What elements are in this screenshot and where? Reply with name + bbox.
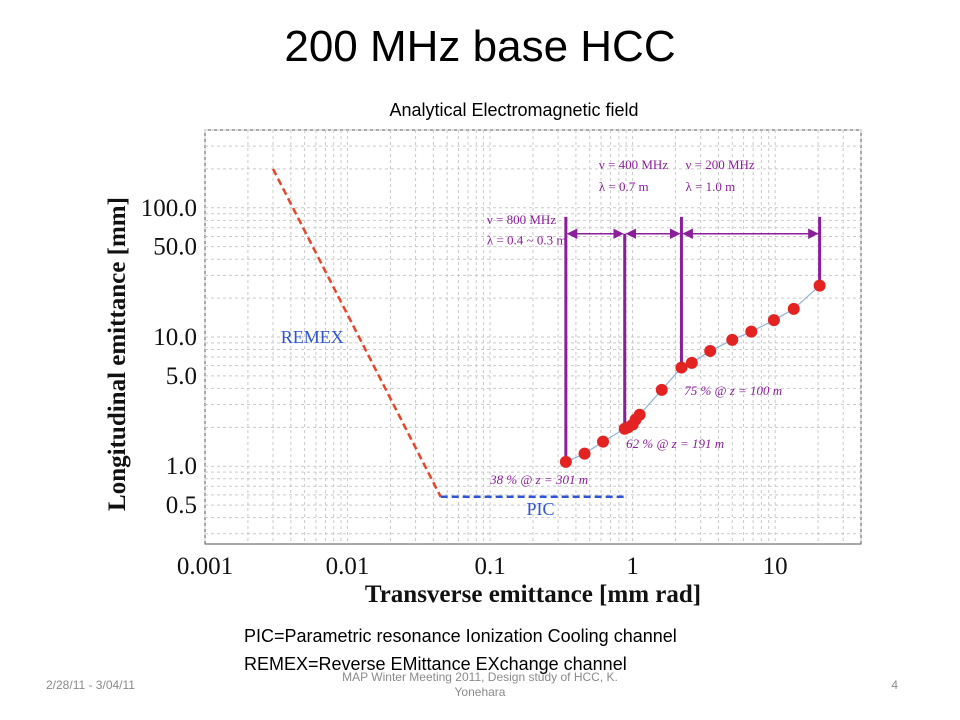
pic-label: PIC	[526, 499, 554, 519]
page-number: 4	[891, 678, 898, 692]
data-point	[633, 408, 646, 421]
data-point	[655, 383, 668, 396]
data-point	[597, 435, 610, 448]
series-line-remex	[271, 168, 442, 498]
footer-date: 2/28/11 - 3/04/11	[46, 678, 135, 692]
y-tick-label: 10.0	[153, 324, 197, 351]
remex-label: REMEX	[281, 327, 344, 347]
region-label-200-lambda: λ = 1.0 m	[686, 179, 736, 194]
data-point	[813, 279, 826, 292]
data-point	[704, 344, 717, 357]
footer-title: MAP Winter Meeting 2011, Design study of…	[342, 670, 618, 699]
region-label-200-nu: ν = 200 MHz	[686, 157, 755, 172]
footnote-remex: REMEX=Reverse EMittance EXchange channel	[244, 654, 627, 674]
x-tick-label: 1	[626, 553, 639, 580]
data-point	[767, 314, 780, 327]
efficiency-label-38: 38 % @ z = 301 m	[489, 472, 588, 487]
axis-ticks: 0.001 0.01 0.1 1 10 0.5 1.0 5.0 10.0 50.0 100.0	[141, 195, 788, 580]
data-point	[685, 356, 698, 369]
data-point	[745, 325, 758, 338]
y-tick-label: 100.0	[141, 195, 197, 222]
x-tick-label: 10	[763, 553, 788, 580]
x-tick-label: 0.01	[326, 553, 370, 580]
efficiency-label-62: 62 % @ z = 191 m	[626, 436, 724, 451]
y-tick-label: 5.0	[166, 363, 197, 390]
footnote-pic: PIC=Parametric resonance Ionization Cool…	[244, 626, 677, 646]
data-point	[578, 447, 591, 460]
emittance-chart: 0.001 0.01 0.1 1 10 0.5 1.0 5.0 10.0 50.0 100.0 RE…	[104, 129, 862, 608]
region-label-400-nu: ν = 400 MHz	[599, 157, 668, 172]
data-point	[559, 455, 572, 468]
region-label-400-lambda: λ = 0.7 m	[599, 179, 649, 194]
slide-title: 200 MHz base HCC	[284, 22, 676, 71]
efficiency-label-75: 75 % @ z = 100 m	[684, 383, 782, 398]
y-tick-label: 0.5	[166, 492, 197, 519]
chart-annotations: REMEX PIC ν = 800 MHz λ = 0.4 ~ 0.3 m ν = 40…	[281, 157, 782, 519]
y-tick-label: 50.0	[153, 234, 197, 261]
x-tick-label: 0.1	[474, 553, 505, 580]
y-tick-label: 1.0	[166, 453, 197, 480]
y-axis-label: Longitudinal emittance [mm]	[104, 197, 131, 511]
data-point	[726, 333, 739, 346]
chart-subtitle: Analytical Electromagnetic field	[389, 100, 639, 120]
chart-marks	[271, 168, 826, 499]
data-point	[787, 302, 800, 315]
x-axis-label: Transverse emittance [mm rad]	[365, 581, 701, 608]
x-tick-label: 0.001	[177, 553, 233, 580]
data-point	[675, 361, 688, 374]
region-label-800-nu: ν = 800 MHz	[487, 212, 556, 227]
region-label-800-lambda: λ = 0.4 ~ 0.3 m	[487, 232, 567, 247]
